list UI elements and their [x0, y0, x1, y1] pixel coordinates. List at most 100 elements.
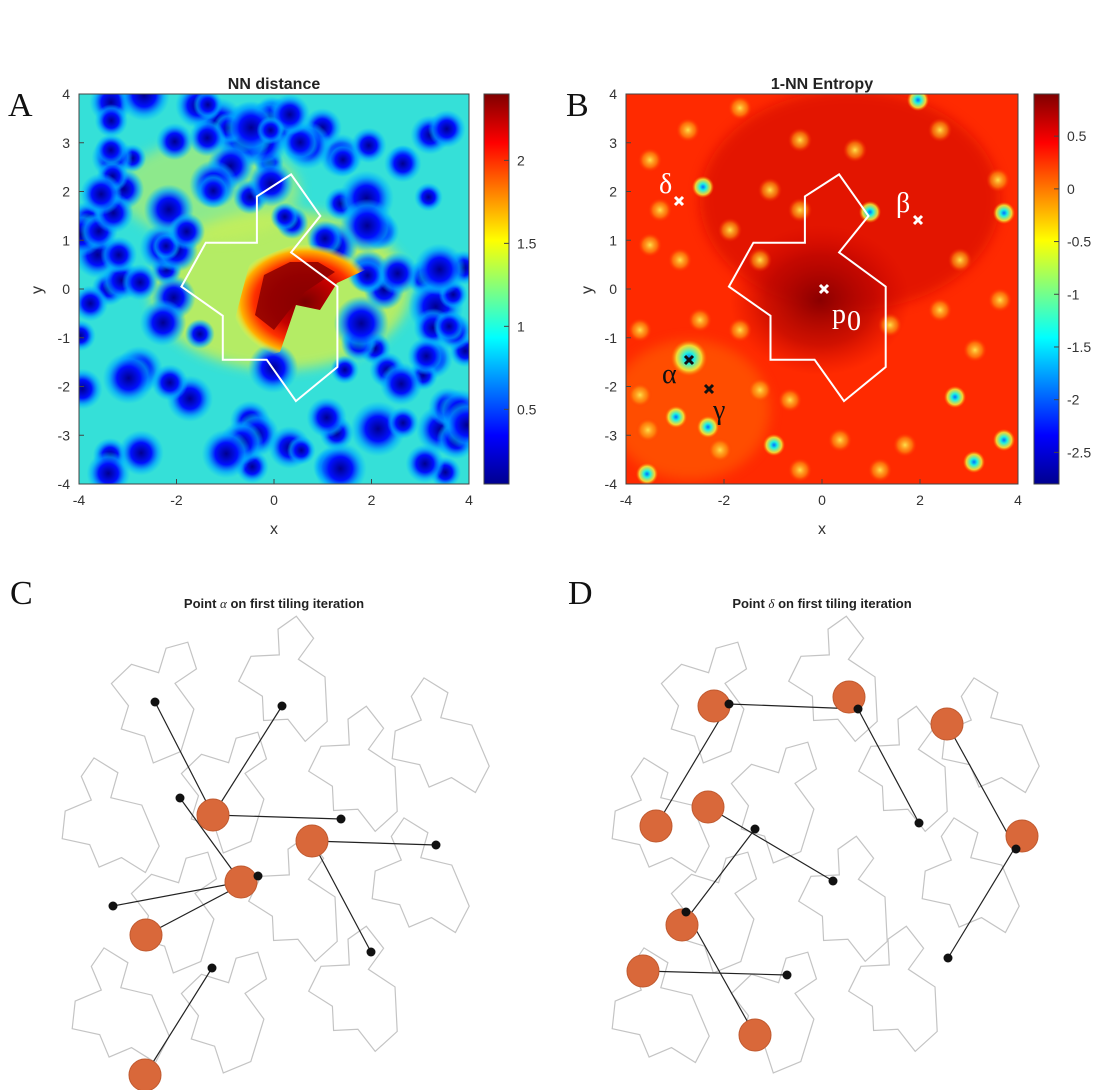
tile-outline [391, 677, 490, 794]
panel-a-colorbar-tick-label: 2 [517, 152, 525, 168]
tile-outline [371, 817, 470, 934]
heatmap-b-spot [928, 118, 952, 142]
panel-b-ytick-label: -3 [605, 427, 618, 443]
panel-a-ylabel: y [29, 286, 46, 294]
heatmap-b-minimum [697, 416, 719, 438]
panel-a-ytick-label: 2 [62, 184, 70, 200]
marker-p0: p 0 [818, 283, 861, 337]
heatmap-a-cell [256, 116, 285, 145]
label-alpha: α [662, 359, 677, 390]
panel-b-xtick-label: 0 [818, 492, 826, 508]
panel-a-xtick-label: 4 [465, 492, 473, 508]
label-delta: δ [659, 169, 672, 200]
panel-a-ytick-label: -2 [58, 379, 71, 395]
heatmap-a-cell [80, 173, 123, 216]
tile-outline [730, 741, 818, 864]
panel-b-xtick-label: 4 [1014, 492, 1022, 508]
panel-c-dots [128, 798, 329, 1090]
heatmap-a-cell [118, 430, 164, 476]
heatmap-b-spot [648, 198, 672, 222]
panel-d-tiling [611, 615, 1040, 1074]
panel-d-dots [626, 680, 1039, 1052]
heatmap-a-cell [94, 104, 128, 138]
heatmap-b-minimum [993, 429, 1015, 451]
label-beta: β [896, 188, 910, 219]
tile-outline [130, 851, 218, 974]
heatmap-a-cell [376, 252, 419, 295]
panel-a-ytick-label: 3 [62, 135, 70, 151]
tile-outline [307, 925, 398, 1053]
heatmap-a-cell [270, 202, 300, 232]
panel-b-colorbar-ticks: 0.5 0 -0.5 -1 -1.5 -2 -2.5 [1054, 128, 1091, 460]
panel-b-axes: -4 -2 0 2 4 4 3 2 1 0 -1 -2 -3 -4 [605, 86, 1023, 508]
heatmap-a-cell [306, 397, 347, 438]
heatmap-b-spot [668, 248, 692, 272]
label-gamma: γ [712, 395, 725, 426]
heatmap-a-cell [118, 94, 170, 121]
tile-outline [787, 615, 878, 743]
panel-b-ytick-label: -1 [605, 330, 618, 346]
panel-b-heatmap [626, 94, 1018, 484]
heatmap-b-spot [948, 248, 972, 272]
panel-a-heatmap [79, 94, 469, 484]
panel-a-ytick-label: 4 [62, 86, 70, 102]
heatmap-a-cell [193, 94, 223, 120]
heatmap-a-cell [94, 134, 127, 167]
heatmap-b-spot [828, 428, 852, 452]
panel-b-ytick-label: 0 [609, 281, 617, 297]
heatmap-a-cell [151, 364, 189, 401]
heatmap-a-cell [100, 236, 138, 274]
panel-a-ytick-label: -4 [58, 476, 71, 492]
panel-a-colorbar-tick-label: 0.5 [517, 401, 537, 417]
panel-a-xlabel: x [270, 521, 278, 538]
heatmap-b-spot [963, 338, 987, 362]
panel-b-title: 1-NN Entropy [771, 76, 873, 93]
panel-b-ytick-label: -2 [605, 379, 618, 395]
marker-beta: β [896, 188, 924, 226]
panel-b-tile-outline [727, 173, 887, 403]
tile-outline [797, 835, 888, 963]
panel-a-axes: -4 -2 0 2 4 4 3 2 1 0 -1 -2 -3 -4 [58, 86, 474, 508]
panel-b-ylabel: y [579, 286, 596, 294]
heatmap-b-spot [638, 233, 662, 257]
panel-c: C Point α on first tiling iteration [10, 575, 490, 1090]
tile-outline [247, 835, 338, 963]
panel-d: D Point δ on first tiling iteration [568, 575, 1040, 1074]
panel-a-colorbar-tick-label: 1.5 [517, 235, 537, 251]
panel-b-colorbar [1033, 93, 1060, 485]
heatmap-b-minimum [665, 406, 687, 428]
heatmap-b-spot [636, 418, 660, 442]
heatmap-b-minimum [907, 94, 929, 111]
panel-a-xtick-label: -2 [170, 492, 183, 508]
heatmap-a-cell [414, 182, 443, 212]
panel-a-colorbar [483, 93, 510, 485]
tile-outline [611, 757, 710, 874]
panel-a-xtick-label: 2 [368, 492, 376, 508]
panel-b-ytick-label: 3 [609, 135, 617, 151]
marker-alpha: α [662, 354, 695, 390]
heatmap-b-spot [988, 288, 1012, 312]
heatmap-a-cell [427, 109, 466, 148]
heatmap-a-cell [139, 299, 187, 347]
heatmap-a-cell [248, 160, 294, 207]
panel-letter-c: C [10, 575, 33, 612]
heatmap-a-cell [384, 144, 422, 183]
panel-b-colorbar-tick-label: -0.5 [1067, 234, 1091, 250]
marker-delta: δ [659, 169, 685, 207]
marker-gamma: γ [703, 383, 725, 426]
tile-outline [71, 947, 170, 1064]
heatmap-b-spot [986, 168, 1010, 192]
heatmap-b-spot [878, 313, 902, 337]
panel-b-colorbar-tick-label: -2 [1067, 392, 1080, 408]
panel-a-colorbar-ticks: 2 1.5 1 0.5 [504, 152, 537, 417]
heatmap-a-cell [79, 368, 103, 410]
tile-outline [611, 947, 710, 1064]
heatmap-b-spot [728, 96, 752, 120]
panel-b-xtick-label: -2 [718, 492, 731, 508]
heatmap-a-cell [121, 264, 159, 301]
panel-b-colorbar-tick-label: -1 [1067, 286, 1080, 302]
label-p0-subscript: 0 [847, 306, 861, 337]
heatmap-b-spot [718, 218, 742, 242]
heatmap-a-cell [201, 429, 251, 479]
